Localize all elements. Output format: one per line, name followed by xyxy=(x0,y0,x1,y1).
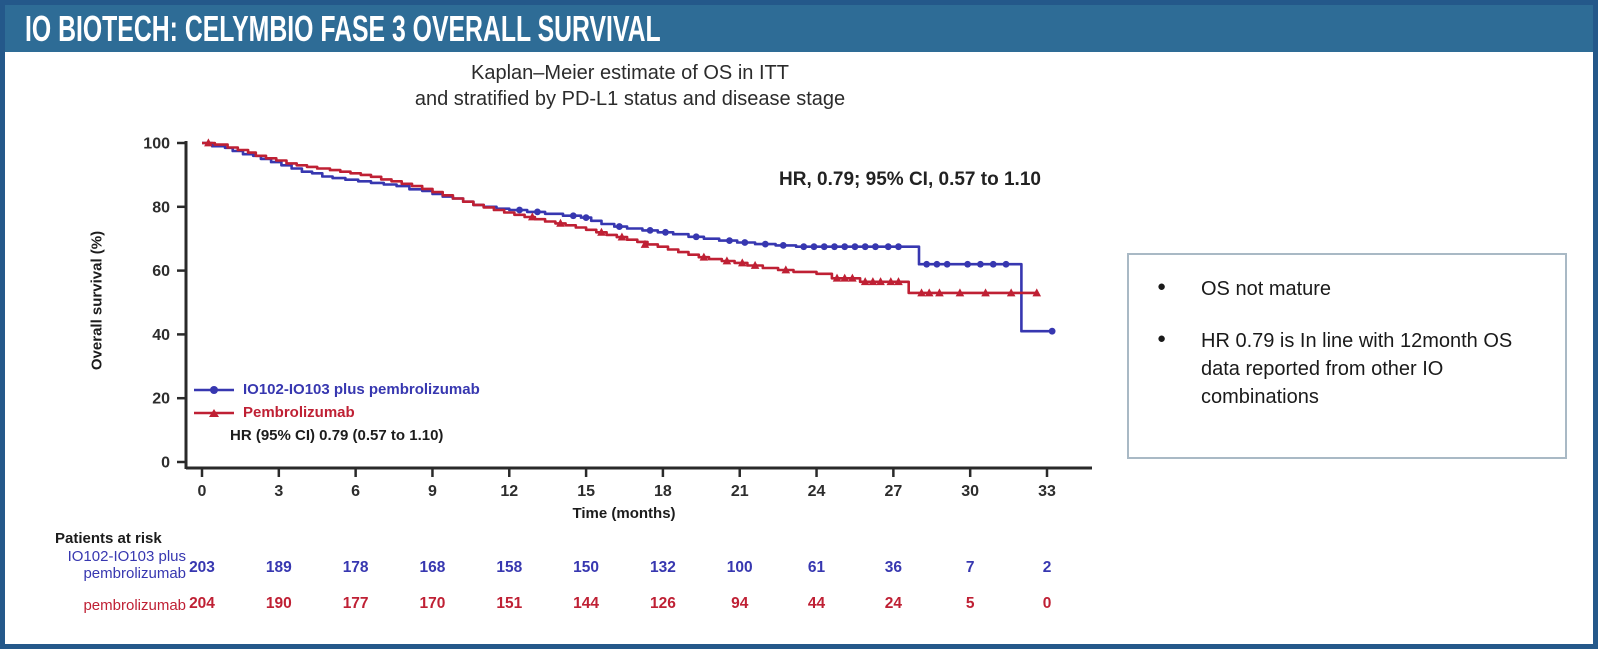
svg-text:204: 204 xyxy=(189,595,215,612)
series2-line-marker-icon xyxy=(194,408,234,417)
legend-hr-line: HR (95% CI) 0.79 (0.57 to 1.10) xyxy=(230,427,444,444)
svg-text:170: 170 xyxy=(420,595,446,612)
svg-text:30: 30 xyxy=(961,483,979,500)
x-axis-label: Time (months) xyxy=(572,505,676,522)
notes-box: ● OS not mature ● HR 0.79 is In line wit… xyxy=(1127,253,1567,459)
note-bullet-1: ● OS not mature xyxy=(1157,275,1547,303)
svg-text:190: 190 xyxy=(266,595,292,612)
svg-text:126: 126 xyxy=(650,595,676,612)
at-risk-label1-line1: IO102-IO103 plus xyxy=(67,548,186,565)
svg-text:0: 0 xyxy=(161,455,170,472)
svg-text:203: 203 xyxy=(189,559,215,576)
svg-text:0: 0 xyxy=(1043,595,1052,612)
legend-series1-label: IO102-IO103 plus pembrolizumab xyxy=(243,381,480,398)
svg-text:100: 100 xyxy=(727,559,753,576)
svg-text:24: 24 xyxy=(808,483,826,500)
svg-text:6: 6 xyxy=(351,483,360,500)
svg-text:189: 189 xyxy=(266,559,292,576)
svg-text:178: 178 xyxy=(343,559,369,576)
svg-text:158: 158 xyxy=(496,559,522,576)
svg-text:44: 44 xyxy=(808,595,826,612)
svg-text:150: 150 xyxy=(573,559,599,576)
page-title: IO BIOTECH: CELYMBIO FASE 3 OVERALL SURV… xyxy=(25,7,661,49)
series1-line-marker-icon xyxy=(194,385,234,394)
svg-text:80: 80 xyxy=(152,199,170,216)
note-bullet-2: ● HR 0.79 is In line with 12month OS dat… xyxy=(1157,327,1547,411)
chart-title: Kaplan–Meier estimate of OS in ITT and s… xyxy=(230,60,1030,112)
svg-text:168: 168 xyxy=(420,559,446,576)
at-risk-row-label-series2: pembrolizumab xyxy=(8,597,186,614)
note-text-1: OS not mature xyxy=(1201,278,1332,300)
chart-title-line2: and stratified by PD-L1 status and disea… xyxy=(414,88,846,110)
svg-text:33: 33 xyxy=(1038,483,1056,500)
at-risk-label2-line1: pembrolizumab xyxy=(83,597,186,614)
at-risk-row-label-series1: IO102-IO103 plus pembrolizumab xyxy=(8,548,186,582)
bullet-icon: ● xyxy=(1157,330,1167,347)
svg-text:5: 5 xyxy=(966,595,975,612)
at-risk-label1-line2: pembrolizumab xyxy=(83,565,186,582)
y-axis-label: Overall survival (%) xyxy=(88,230,106,371)
svg-text:3: 3 xyxy=(274,483,283,500)
hr-annotation: HR, 0.79; 95% CI, 0.57 to 1.10 xyxy=(779,169,1041,190)
svg-text:20: 20 xyxy=(152,391,170,408)
svg-text:15: 15 xyxy=(577,483,595,500)
bullet-icon: ● xyxy=(1157,278,1167,295)
svg-text:177: 177 xyxy=(343,595,369,612)
chart-title-line1: Kaplan–Meier estimate of OS in ITT xyxy=(471,62,789,84)
svg-text:151: 151 xyxy=(496,595,522,612)
svg-text:18: 18 xyxy=(654,483,672,500)
svg-text:0: 0 xyxy=(198,483,207,500)
patients-at-risk-title: Patients at risk xyxy=(55,530,162,547)
svg-text:94: 94 xyxy=(731,595,749,612)
svg-text:61: 61 xyxy=(808,559,826,576)
svg-text:60: 60 xyxy=(152,263,170,280)
header-bar: IO BIOTECH: CELYMBIO FASE 3 OVERALL SURV… xyxy=(5,5,1593,52)
svg-text:24: 24 xyxy=(885,595,903,612)
svg-text:144: 144 xyxy=(573,595,599,612)
svg-text:7: 7 xyxy=(966,559,975,576)
svg-text:100: 100 xyxy=(143,136,170,153)
svg-text:36: 36 xyxy=(885,559,903,576)
legend-item-series1: IO102-IO103 plus pembrolizumab xyxy=(193,378,480,401)
svg-text:9: 9 xyxy=(428,483,437,500)
chart-legend: IO102-IO103 plus pembrolizumab Pembroliz… xyxy=(193,378,480,444)
legend-series2-label: Pembrolizumab xyxy=(243,404,355,421)
svg-text:132: 132 xyxy=(650,559,676,576)
note-text-2: HR 0.79 is In line with 12month OS data … xyxy=(1201,330,1513,408)
legend-item-series2: Pembrolizumab xyxy=(193,401,480,424)
svg-text:2: 2 xyxy=(1043,559,1052,576)
svg-text:27: 27 xyxy=(884,483,902,500)
svg-text:12: 12 xyxy=(500,483,518,500)
svg-text:21: 21 xyxy=(731,483,749,500)
svg-text:40: 40 xyxy=(152,327,170,344)
